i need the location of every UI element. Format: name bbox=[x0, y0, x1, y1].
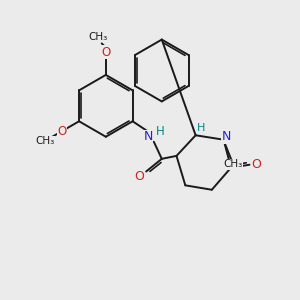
Text: CH₃: CH₃ bbox=[88, 32, 107, 42]
Text: N: N bbox=[143, 130, 153, 143]
Text: O: O bbox=[57, 125, 67, 138]
Text: O: O bbox=[252, 158, 262, 171]
Text: CH₃: CH₃ bbox=[224, 159, 243, 169]
Text: H: H bbox=[197, 123, 205, 133]
Text: H: H bbox=[156, 125, 165, 138]
Text: CH₃: CH₃ bbox=[35, 136, 54, 146]
Text: O: O bbox=[134, 170, 144, 183]
Text: N: N bbox=[221, 130, 231, 143]
Text: O: O bbox=[101, 46, 110, 59]
